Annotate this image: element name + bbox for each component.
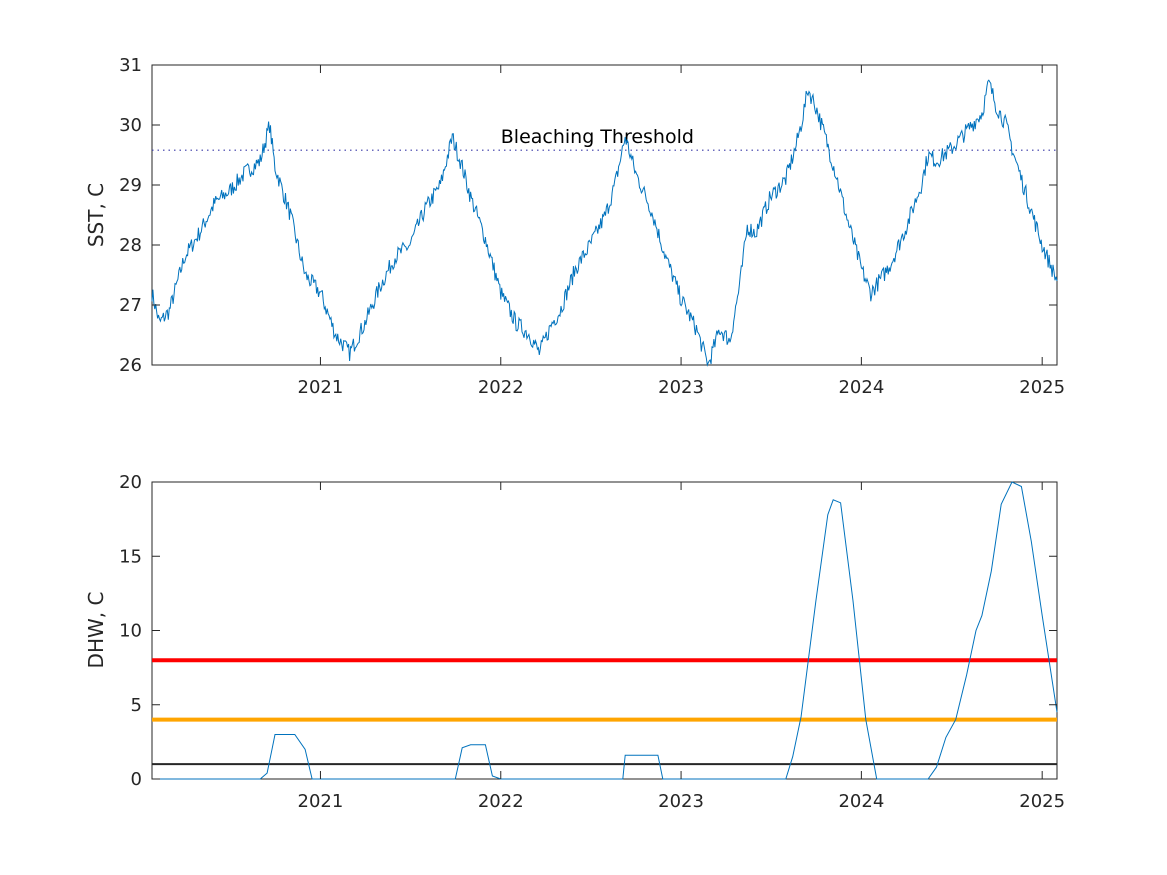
- sst-x-axis: 2021 2022 2023 2024 2025: [298, 65, 1065, 398]
- y-tick-label: 31: [119, 55, 142, 76]
- y-tick-label: 15: [119, 546, 142, 567]
- dhw-x-axis: 2021 2022 2023 2024 2025: [298, 482, 1065, 812]
- y-tick-label: 20: [119, 472, 142, 493]
- x-tick-label: 2025: [1019, 791, 1065, 812]
- dhw-series-line: [152, 481, 1058, 780]
- x-tick-label: 2024: [838, 791, 884, 812]
- x-tick-label: 2021: [298, 791, 344, 812]
- sst-series-line: [151, 79, 1058, 367]
- sst-y-axis-label: SST, C: [84, 183, 108, 247]
- x-tick-label: 2023: [658, 791, 704, 812]
- sst-y-axis: 26 27 28 29 30 31: [119, 55, 1057, 376]
- y-tick-label: 26: [119, 355, 142, 376]
- y-tick-label: 5: [131, 695, 142, 716]
- x-tick-label: 2025: [1019, 377, 1065, 398]
- x-tick-label: 2023: [658, 377, 704, 398]
- y-tick-label: 28: [119, 235, 142, 256]
- series-path: [151, 79, 1058, 367]
- y-tick-label: 27: [119, 295, 142, 316]
- dhw-panel: 0 5 10 15 20 2021 2022 2023 2024 2025 DHW, C: [84, 472, 1065, 812]
- y-tick-label: 30: [119, 115, 142, 136]
- dhw-y-axis: 0 5 10 15 20: [119, 472, 1057, 790]
- y-tick-label: 10: [119, 621, 142, 642]
- series-path: [152, 481, 1058, 780]
- x-tick-label: 2021: [298, 377, 344, 398]
- dhw-plot-area: [151, 481, 1058, 780]
- y-tick-label: 0: [131, 769, 142, 790]
- dhw-y-axis-label: DHW, C: [84, 592, 108, 669]
- x-tick-label: 2022: [478, 791, 524, 812]
- y-tick-label: 29: [119, 175, 142, 196]
- x-tick-label: 2022: [478, 377, 524, 398]
- bleaching-threshold-label: Bleaching Threshold: [501, 126, 694, 148]
- x-tick-label: 2024: [838, 377, 884, 398]
- sst-plot-area: [151, 64, 1058, 366]
- dhw-reference-lines: [152, 658, 1057, 766]
